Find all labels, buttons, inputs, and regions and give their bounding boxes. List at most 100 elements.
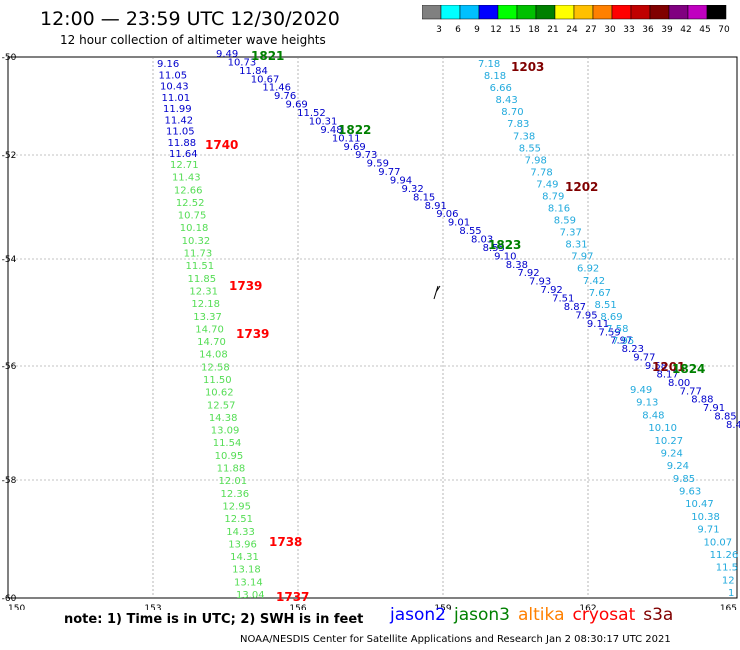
wave-height-value: 8.17 (656, 369, 678, 380)
wave-height-value: 7.49 (536, 179, 558, 190)
wave-height-value: 12.52 (176, 198, 205, 209)
wave-height-value: 11.51 (186, 261, 215, 272)
wave-height-value: 7.95 (612, 336, 634, 347)
x-tick-label: 156 (289, 604, 306, 610)
wave-height-value: 8.16 (548, 204, 570, 215)
wave-height-value: 12.71 (170, 160, 199, 171)
wave-height-value: 8.55 (459, 226, 481, 237)
wave-height-value: 8.79 (542, 191, 564, 202)
wave-height-value: 10.32 (182, 236, 211, 247)
colorbar-label: 9 (474, 25, 480, 35)
wave-height-value: 6.92 (577, 264, 599, 275)
wave-height-value: 7.83 (507, 119, 529, 130)
wave-height-value: 9.73 (355, 150, 377, 161)
colorbar-label: 30 (604, 25, 616, 35)
wave-height-value: 9.71 (697, 525, 719, 536)
wave-height-value: 7.97 (571, 252, 593, 263)
wave-height-value: 7.37 (560, 228, 582, 239)
y-tick-label: -58 (2, 476, 17, 486)
wave-height-value: 12.57 (207, 400, 236, 411)
map-subtitle: 12 hour collection of altimeter wave hei… (60, 33, 326, 47)
wave-height-value: 9.76 (274, 91, 296, 102)
wave-height-value: 9.69 (344, 142, 366, 153)
wave-height-value: 9.32 (401, 184, 423, 195)
altimeter-track: 7.188.186.668.438.707.837.388.557.987.78… (478, 59, 738, 599)
wave-height-value: 14.33 (226, 527, 255, 538)
x-tick-label: 159 (434, 604, 451, 610)
altimeter-map: 150 153 156 159 162 165 -50 -52 -54 -56 -58 -60 9.16… (2, 49, 740, 610)
wave-height-value: 13.14 (234, 577, 263, 588)
colorbar-label: 39 (661, 25, 673, 35)
wave-height-value: 9.49 (216, 49, 238, 60)
wave-height-value: 11.50 (203, 375, 232, 386)
wave-height-value: 8.31 (565, 240, 587, 251)
pass-time-label: 1822 (338, 123, 371, 137)
wave-height-value: 11.5 (716, 563, 738, 574)
colorbar-label: 12 (490, 25, 501, 35)
wave-height-value: 9.48 (320, 125, 342, 136)
wave-height-value: 11.88 (168, 138, 197, 149)
x-tick-label: 162 (579, 604, 596, 610)
wave-height-value: 8.03 (471, 235, 493, 246)
wave-height-value: 8.69 (600, 312, 622, 323)
wave-height-value: 13.04 (236, 590, 265, 601)
wave-height-value: 9.85 (673, 474, 695, 485)
wave-height-value: 12.18 (191, 299, 220, 310)
wave-height-value: 12 (722, 575, 735, 586)
wave-height-value: 11.43 (172, 173, 201, 184)
legend-entry: jason2 (390, 605, 446, 625)
pass-time-label: 1739 (236, 327, 269, 341)
wave-height-value: 11.88 (217, 464, 246, 475)
wave-height-value: 8.70 (501, 107, 523, 118)
wave-height-value: 10.43 (160, 82, 189, 93)
wave-height-value: 8.59 (554, 216, 576, 227)
altimeter-track: 9.1611.0510.4311.0111.9911.4211.0511.881… (157, 59, 198, 160)
wave-height-value: 7.78 (530, 167, 552, 178)
wave-height-value: 11.05 (166, 127, 195, 138)
wave-height-value: 7.92 (541, 285, 563, 296)
wave-height-value: 13.37 (193, 312, 222, 323)
wave-height-value: 11.42 (165, 115, 194, 126)
x-tick-label: 153 (144, 604, 161, 610)
plot-frame (7, 56, 738, 599)
wave-height-value: 8.43 (495, 95, 517, 106)
colorbar-swatch (706, 5, 727, 20)
pass-time-label: 1739 (229, 279, 262, 293)
wave-height-value: 8.18 (484, 71, 506, 82)
wave-height-value: 12.31 (189, 286, 218, 297)
wave-height-value: 7.18 (478, 59, 500, 70)
wave-height-value: 6.66 (490, 83, 512, 94)
wave-height-value: 8.51 (595, 300, 617, 311)
wave-height-value: 11.46 (262, 83, 291, 94)
colorbar-label: 42 (680, 25, 691, 35)
wave-height-value: 8.88 (691, 395, 713, 406)
legend-entry: s3a (643, 605, 674, 625)
wave-height-value: 8.87 (564, 302, 586, 313)
wave-height-value: 14.08 (199, 350, 228, 361)
wave-height-value: 14.38 (209, 413, 238, 424)
wave-height-value: 9.24 (667, 461, 689, 472)
x-tick-label: 165 (720, 604, 737, 610)
wave-height-value: 10.62 (205, 388, 234, 399)
wave-height-value: 7.77 (680, 386, 702, 397)
pass-time-label: 1821 (251, 49, 284, 63)
wave-height-value: 9.94 (390, 175, 412, 186)
wave-height-value: 9.59 (367, 159, 389, 170)
wave-height-value: 8.55 (483, 243, 505, 254)
wave-height-value: 9.77 (378, 167, 400, 178)
pass-time-label: 1823 (488, 238, 521, 252)
wave-height-value: 9.24 (661, 448, 683, 459)
colorbar-label: 21 (547, 25, 558, 35)
wave-height-value: 9.13 (636, 398, 658, 409)
wave-height-value: 10.07 (704, 537, 733, 548)
wave-height-value: 10.38 (691, 512, 720, 523)
wave-height-value: 14.31 (230, 552, 259, 563)
wave-height-value: 7.38 (513, 131, 535, 142)
wave-height-value: 10.18 (180, 223, 209, 234)
wave-height-value: 8.15 (413, 192, 435, 203)
y-tick-label: -56 (2, 362, 17, 372)
wave-height-value: 7.51 (552, 294, 574, 305)
satellite-legend: jason2 jason3 altika cryosat s3a (390, 605, 681, 625)
wave-height-value: 10.11 (332, 133, 361, 144)
